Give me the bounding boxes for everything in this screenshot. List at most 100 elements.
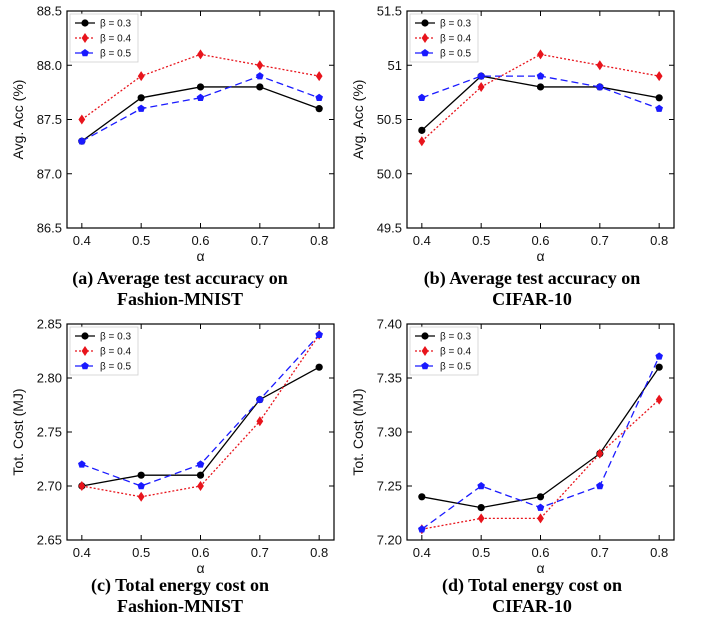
x-tick-label: 0.6 — [531, 233, 549, 248]
series-1-point — [477, 504, 485, 512]
x-tick-label: 0.8 — [650, 233, 668, 248]
y-tick-label: 2.65 — [37, 533, 62, 548]
x-axis-label: α — [196, 560, 204, 576]
legend-label-3: β = 0.5 — [100, 362, 131, 373]
series-2-point — [315, 71, 323, 82]
chart-b: 49.5 50.0 50.5 51 51.5 0.4 0.5 0.6 0.7 0.8 α Avg. A… — [350, 4, 675, 264]
x-tick-label: 0.5 — [132, 233, 150, 248]
series-1-point — [256, 83, 264, 91]
legend-label-1: β = 0.3 — [100, 19, 131, 30]
x-tick-label: 0.6 — [191, 233, 209, 248]
x-tick-label: 0.4 — [413, 233, 431, 248]
series-2-point — [655, 394, 663, 405]
y-tick-label: 7.35 — [377, 371, 402, 386]
x-tick-label: 0.8 — [650, 545, 668, 560]
series-2-point — [596, 448, 604, 459]
x-tick-label: 0.8 — [310, 545, 328, 560]
series-3-point — [196, 93, 205, 102]
x-tick-label: 0.7 — [591, 545, 609, 560]
series-3-point — [655, 352, 663, 360]
legend-box — [69, 326, 139, 376]
series-3-point — [137, 104, 145, 112]
series-line-3 — [421, 75, 660, 110]
x-axis-label: α — [536, 248, 544, 264]
y-tick-label: 2.80 — [37, 371, 62, 386]
series-3-point — [196, 460, 205, 468]
series-2-point — [256, 416, 264, 427]
series-1-point — [536, 493, 545, 501]
x-tick-label: 0.6 — [191, 545, 209, 560]
series-3-point — [256, 72, 264, 80]
caption-a-line1: (a) Average test accuracy on — [72, 268, 288, 288]
y-tick-label: 2.85 — [37, 317, 62, 332]
y-axis-label: Tot. Cost (MJ) — [10, 388, 26, 475]
series-1-point — [315, 105, 323, 113]
series-2-point — [197, 49, 204, 60]
legend-marker-2 — [81, 33, 89, 43]
x-tick-label: 0.7 — [251, 233, 269, 248]
y-tick-label: 50.5 — [377, 112, 402, 127]
y-tick-label: 88.5 — [37, 4, 62, 19]
series-2-point — [256, 60, 264, 71]
x-tick-label: 0.4 — [413, 545, 431, 560]
legend-marker-3 — [421, 362, 429, 370]
legend-marker-3 — [81, 362, 89, 370]
caption-d-line1: (d) Total energy cost on — [442, 575, 622, 595]
x-tick-label: 0.7 — [251, 545, 269, 560]
series-3-point — [256, 395, 264, 403]
y-tick-label: 87.5 — [37, 112, 62, 127]
series-1-point — [418, 493, 426, 501]
y-tick-label: 7.30 — [377, 425, 402, 440]
series-1-point — [196, 471, 205, 479]
series-line-2 — [421, 399, 660, 530]
caption-b-line2: CIFAR-10 — [492, 289, 572, 309]
series-1-point — [536, 83, 545, 91]
series-1-point — [315, 363, 323, 371]
caption-b-line1: (b) Average test accuracy on — [423, 268, 641, 288]
series-3-point — [315, 330, 323, 339]
series-2-point — [477, 81, 485, 92]
y-tick-label: 87.0 — [37, 166, 62, 181]
series-2-point — [137, 491, 145, 502]
series-2-point — [596, 60, 604, 71]
legend-label-3: β = 0.5 — [440, 49, 471, 60]
series-2-point — [655, 71, 663, 82]
y-tick-label: 7.20 — [377, 533, 402, 548]
y-axis-label: Avg. Acc (%) — [350, 80, 366, 160]
legend-box — [409, 13, 479, 63]
series-2-point — [537, 513, 544, 524]
y-tick-label: 51 — [388, 58, 402, 73]
x-tick-label: 0.5 — [472, 545, 490, 560]
x-axis-label: α — [536, 560, 544, 576]
y-tick-label: 2.75 — [37, 425, 62, 440]
series-line-1 — [81, 366, 320, 487]
series-3-point — [655, 104, 663, 112]
series-2-point — [197, 481, 204, 491]
series-2-point — [78, 114, 86, 125]
legend-marker-1 — [421, 19, 429, 27]
series-1-point — [655, 363, 663, 371]
series-3-point — [418, 525, 426, 533]
x-tick-label: 0.4 — [73, 233, 91, 248]
x-axis-label: α — [196, 248, 204, 264]
legend-label-3: β = 0.5 — [100, 49, 131, 60]
legend-marker-3 — [421, 49, 429, 57]
y-tick-label: 50.0 — [377, 166, 402, 181]
series-line-3 — [421, 356, 660, 530]
series-3-point — [477, 72, 485, 80]
y-axis-label: Tot. Cost (MJ) — [350, 388, 366, 475]
y-tick-label: 88.0 — [37, 58, 62, 73]
legend-box — [69, 13, 139, 63]
series-2-point — [477, 513, 485, 524]
series-1-point — [137, 94, 145, 102]
series-2-point — [537, 49, 544, 60]
series-3-point — [596, 482, 604, 490]
y-tick-label: 2.70 — [37, 479, 62, 494]
series-3-point — [78, 460, 86, 468]
series-3-point — [536, 72, 545, 80]
series-1-point — [655, 94, 663, 102]
chart-c: 2.65 2.70 2.75 2.80 2.85 0.4 0.5 0.6 0.7 0.8 α Tot.… — [10, 317, 335, 576]
series-3-point — [477, 482, 485, 490]
series-3-point — [137, 482, 145, 490]
series-1-point — [137, 471, 145, 479]
